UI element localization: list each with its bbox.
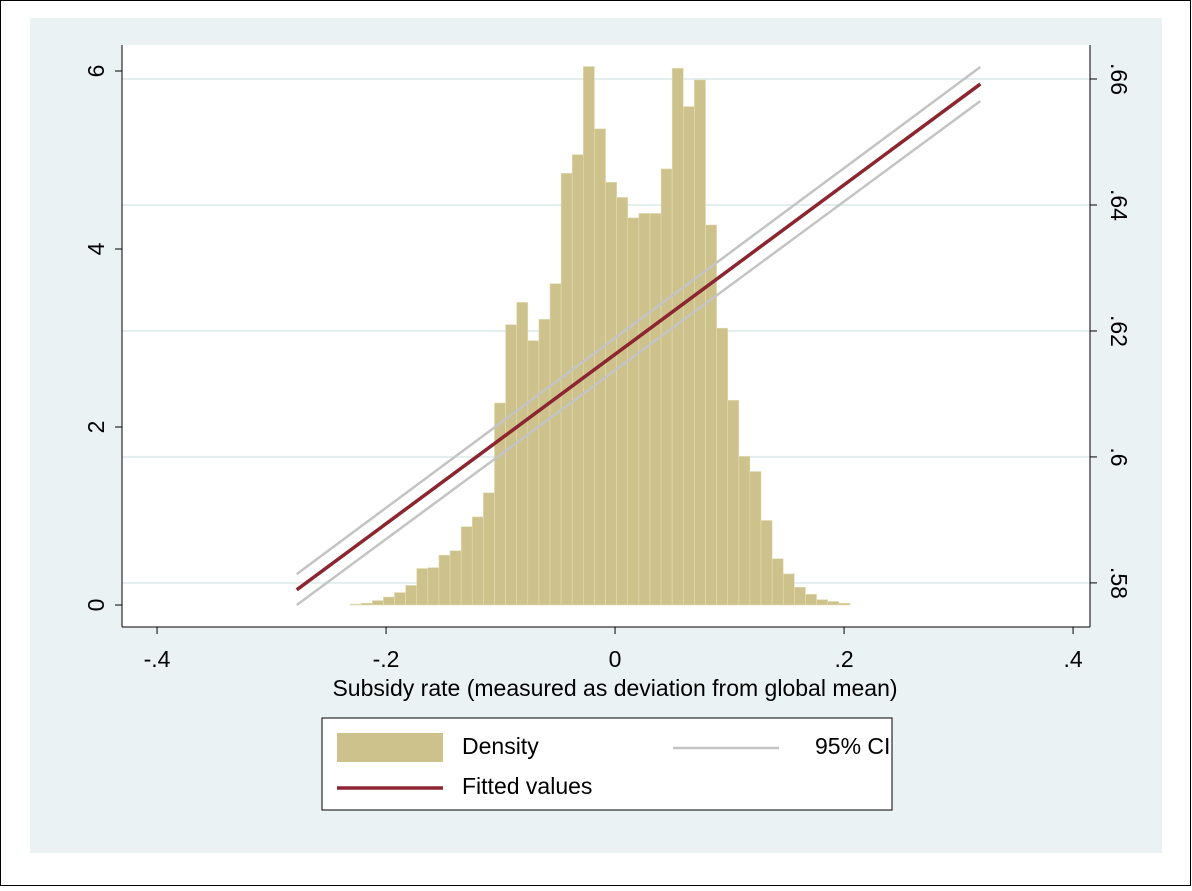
histogram-bar — [838, 602, 851, 606]
histogram-bar — [416, 568, 429, 606]
histogram-bar — [471, 516, 484, 606]
y-tick-label: 6 — [83, 65, 109, 78]
y-tick-label: 4 — [83, 242, 109, 255]
histogram-bar — [616, 197, 629, 606]
histogram-bar — [771, 558, 784, 606]
histogram-bar — [738, 456, 751, 606]
histogram-bar — [827, 601, 840, 606]
histogram-bar — [372, 600, 384, 606]
y2-tick-label: .66 — [1106, 63, 1132, 95]
legend-box — [321, 717, 893, 811]
fitted-line — [295, 82, 982, 592]
x-tick-label: -.4 — [144, 646, 171, 672]
axes: -.4 -.2 0 .2 .4 0 2 4 6 .58 .6 .62 .64 .66 — [83, 45, 1132, 672]
histogram-bar — [605, 181, 617, 606]
ci-lower-line — [295, 100, 982, 606]
x-tick-label: 0 — [609, 646, 622, 672]
y2-tick-label: .58 — [1106, 567, 1132, 599]
marks — [295, 66, 982, 606]
histogram-bar — [527, 340, 540, 606]
histogram-bar — [349, 603, 362, 606]
histogram-bar — [627, 217, 640, 606]
y-tick-label: 0 — [83, 599, 109, 612]
histogram-bar — [794, 586, 806, 606]
histogram-bar — [449, 550, 462, 606]
histogram-bar — [749, 471, 762, 606]
legend-label: 95% CI — [815, 733, 890, 759]
legend-swatch — [337, 733, 443, 762]
histogram-bar — [494, 402, 506, 606]
legend-label: Fitted values — [462, 773, 592, 799]
histogram-bar — [816, 599, 828, 606]
legend: Density 95% CI Fitted values — [321, 717, 893, 811]
y2-tick-label: .6 — [1106, 447, 1132, 466]
histogram-bar — [760, 520, 773, 606]
histogram-bar — [782, 573, 795, 606]
histogram-bar — [405, 585, 418, 606]
x-tick-label: .2 — [834, 646, 853, 672]
histogram-bar — [538, 319, 551, 606]
x-axis-title: Subsidy rate (measured as deviation from… — [332, 675, 897, 701]
histogram-bar — [671, 68, 684, 606]
histogram-bar — [438, 554, 451, 606]
histogram-bar — [483, 492, 495, 606]
histogram-bar — [383, 596, 395, 606]
histogram-bar — [660, 168, 673, 606]
y-tick-label: 2 — [83, 421, 109, 434]
histogram-bar — [805, 594, 817, 606]
histogram-bar — [394, 592, 406, 606]
histogram-bar — [516, 302, 529, 606]
histogram-bar — [427, 567, 440, 606]
histogram-bar — [682, 106, 695, 606]
histogram-bar — [716, 327, 729, 606]
histogram-bar — [649, 213, 662, 606]
histogram-bar — [727, 400, 740, 606]
ci-upper-line — [295, 66, 982, 576]
histogram-bar — [460, 526, 473, 606]
histogram-bar — [505, 324, 517, 606]
legend-label: Density — [462, 733, 539, 759]
y2-tick-label: .62 — [1106, 315, 1132, 347]
histogram-bar — [694, 79, 706, 606]
x-tick-label: -.2 — [373, 646, 400, 672]
histogram-bar — [583, 66, 595, 606]
x-tick-label: .4 — [1063, 646, 1082, 672]
y2-tick-label: .64 — [1106, 189, 1132, 221]
histogram-bar — [360, 602, 373, 606]
histogram-bar — [549, 283, 562, 606]
histogram-bar — [638, 213, 651, 606]
